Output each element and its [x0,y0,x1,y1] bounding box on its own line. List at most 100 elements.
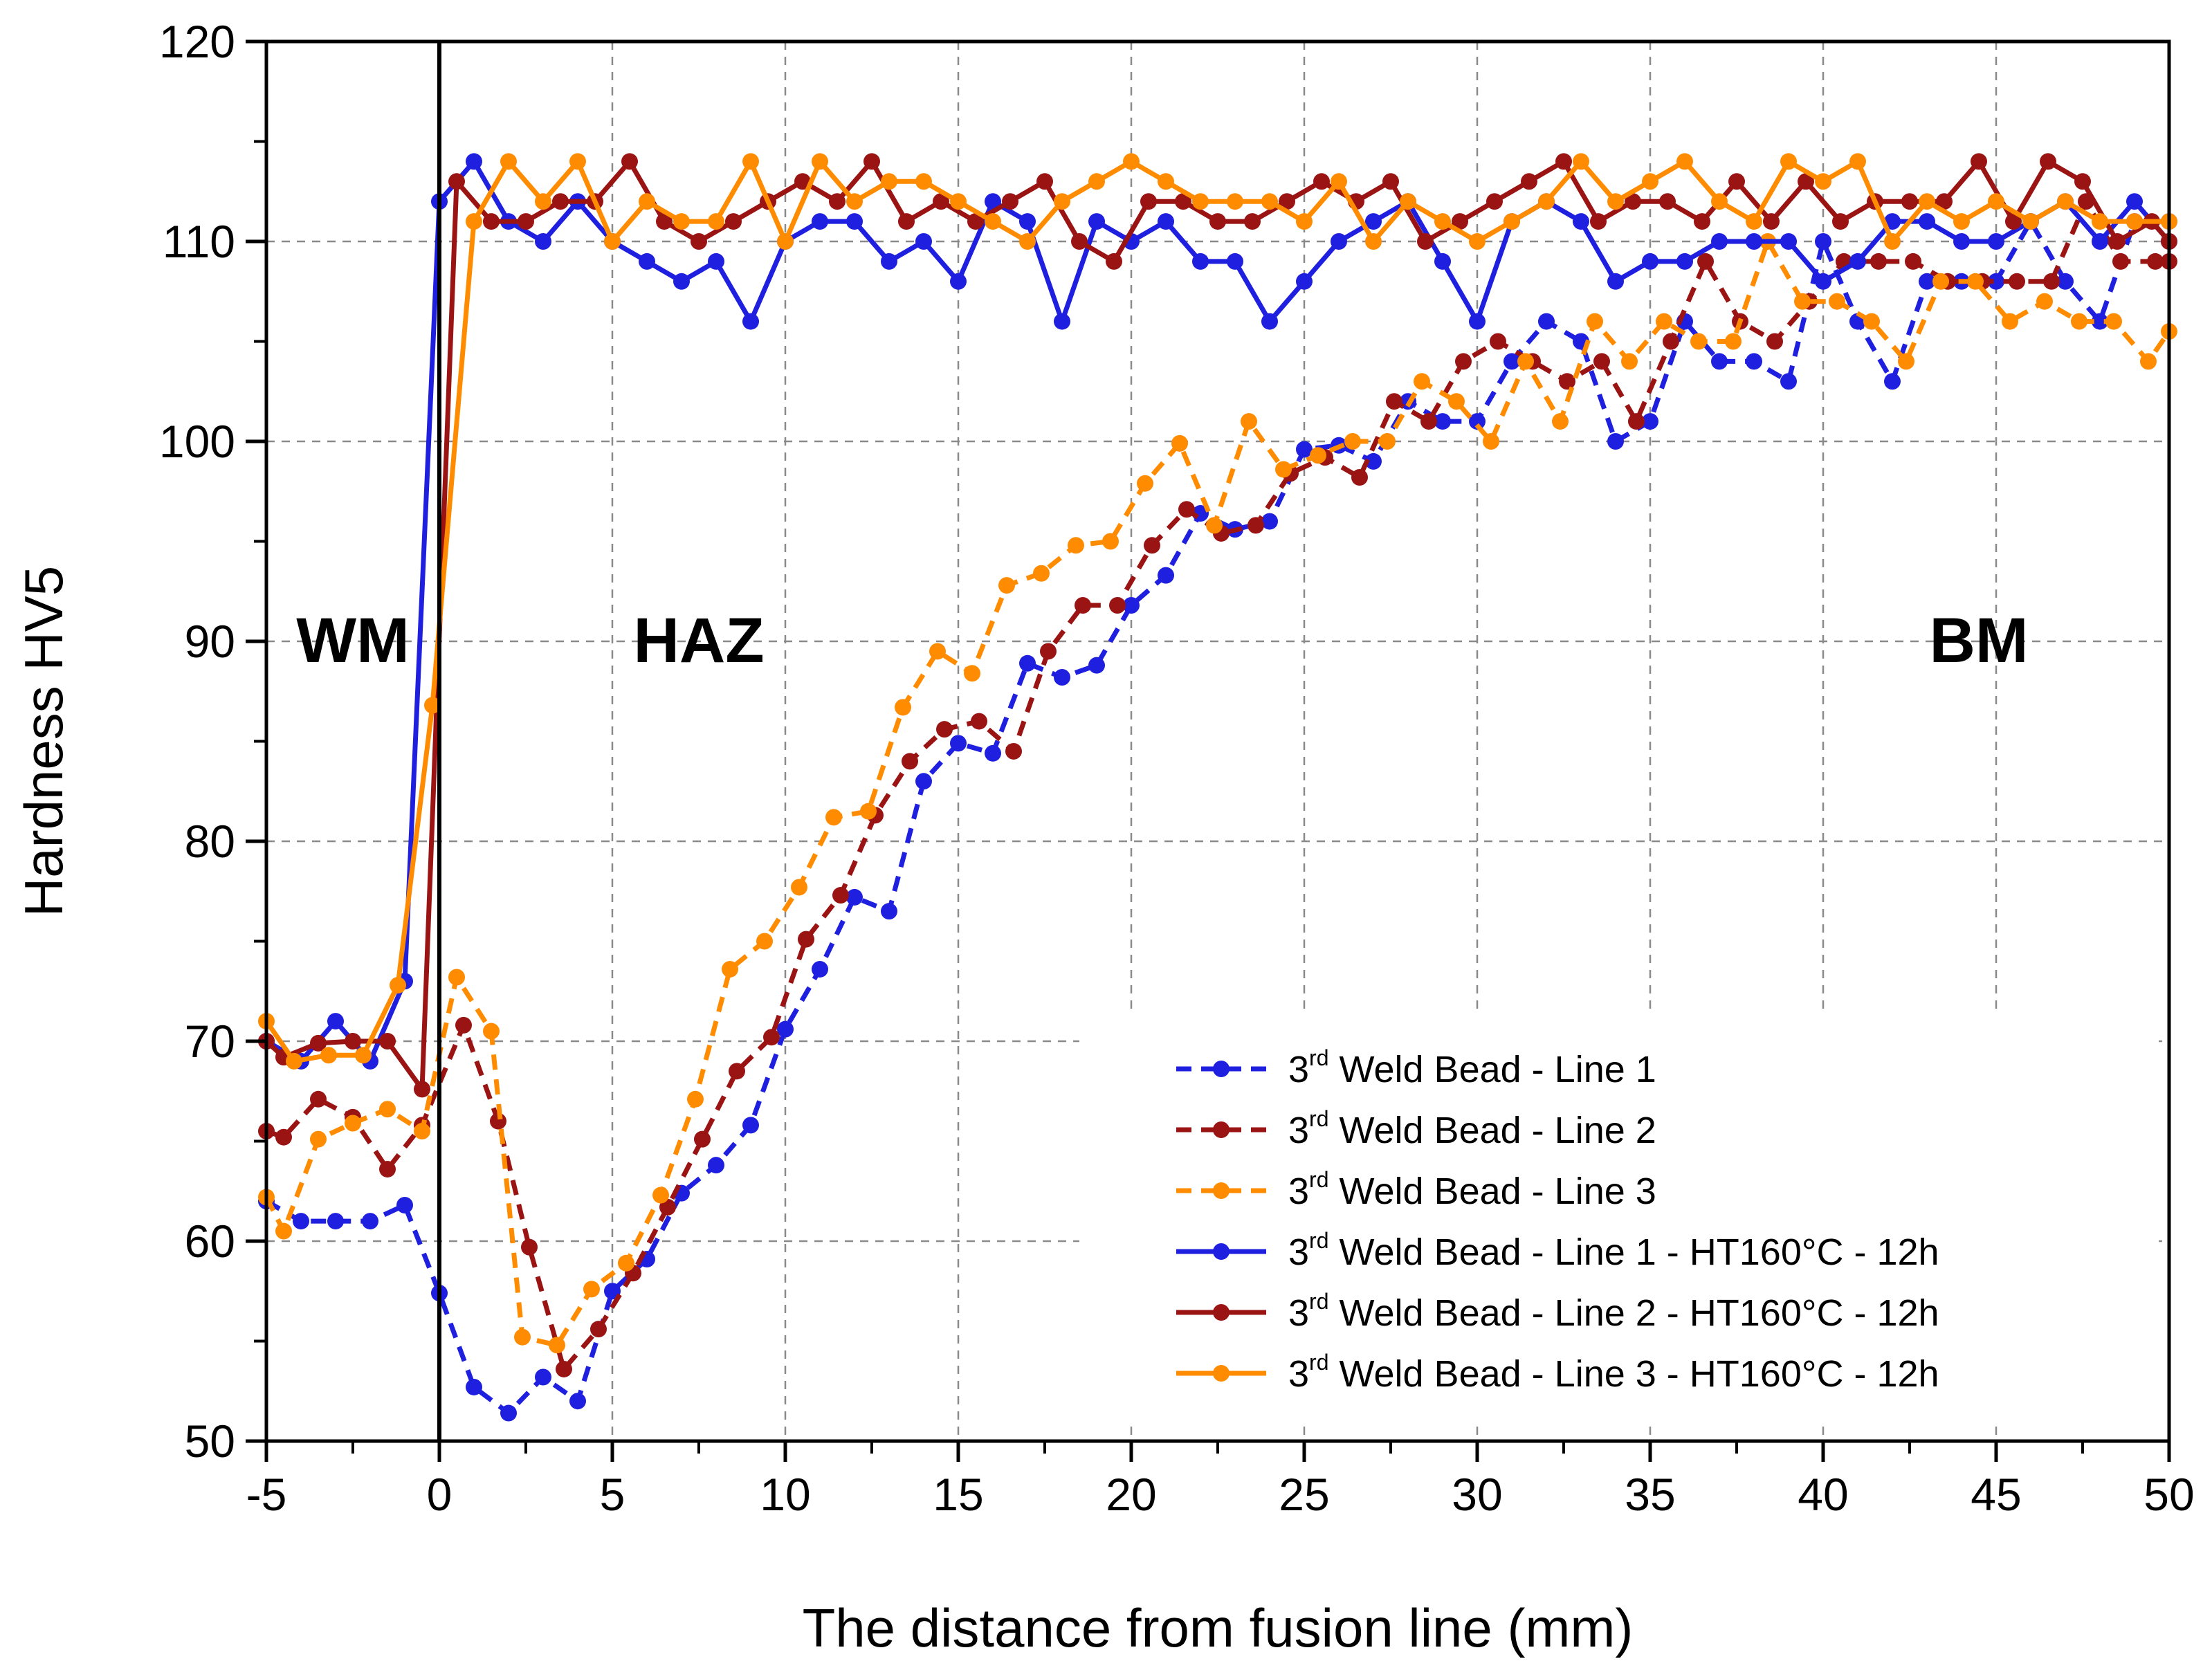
data-point [825,809,842,826]
data-point [1988,273,2004,290]
data-point [1590,213,1607,230]
x-tick-label: 15 [933,1469,983,1520]
data-point [1849,253,1866,270]
data-point [1002,193,1018,210]
series-5 [258,153,2177,1098]
data-point [846,193,863,210]
data-point [652,1186,669,1204]
data-point [832,887,849,904]
data-point [2112,253,2129,270]
data-point [1628,413,1645,430]
data-point [639,253,655,270]
series-line [265,199,2169,1372]
data-point [1555,153,1572,170]
legend-marker [1213,1121,1230,1138]
data-point [1400,193,1416,210]
legend-box [1079,1010,2159,1425]
data-point [2092,213,2108,230]
legend-item-3: 3rd Weld Bead - Line 3 [1176,1167,1656,1212]
legend-item-1: 3rd Weld Bead - Line 1 [1176,1045,1656,1090]
data-point [895,699,911,716]
plot-series [258,153,2177,1422]
zone-label-bm: BM [1929,605,2028,676]
x-tick-label: 30 [1452,1469,1502,1520]
data-point [694,1130,711,1148]
data-point [1005,742,1022,760]
data-point [1884,213,1901,230]
legend-item-5: 3rd Weld Bead - Line 2 - HT160°C - 12h [1176,1289,1939,1334]
data-point [794,173,811,190]
data-point [933,193,949,210]
data-point [742,1117,759,1134]
data-point [1469,413,1486,430]
data-point [1386,393,1402,410]
data-point [1863,313,1880,330]
data-point [708,213,724,230]
x-axis-title: The distance from fusion line (mm) [803,1597,1634,1658]
data-point [659,1198,676,1216]
data-point [1798,173,1814,190]
data-point [1123,596,1140,614]
data-point [379,1033,396,1050]
data-point [1019,213,1036,230]
data-point [1088,173,1105,190]
data-point [1676,153,1693,170]
data-point [1621,353,1638,370]
data-point [1344,433,1361,450]
series-6 [258,153,2177,1070]
data-point [1244,213,1261,230]
data-point [535,233,551,250]
data-point [1414,373,1430,390]
data-point [310,1130,327,1148]
data-point [275,1128,292,1146]
data-point [1642,173,1658,190]
y-tick-label: 60 [185,1216,235,1267]
data-point [414,1081,430,1098]
data-point [618,1254,634,1272]
data-point [1659,193,1676,210]
data-point [1642,253,1658,270]
data-point [535,193,551,210]
data-point [1829,293,1845,310]
data-point [1296,273,1313,290]
data-point [1663,333,1679,350]
data-point [1486,193,1503,210]
data-point [466,153,482,170]
data-point [1919,193,1935,210]
data-point [2147,253,2164,270]
data-point [1697,253,1714,270]
data-point [1068,537,1084,554]
data-point [448,969,465,986]
data-point [708,253,724,270]
data-point [1261,313,1278,330]
data-point [1642,413,1658,430]
data-point [1088,657,1105,674]
data-point [1036,173,1053,190]
data-point [1206,517,1223,534]
y-tick-label: 50 [185,1415,235,1467]
data-point [1109,596,1126,614]
data-point [950,193,967,210]
data-point [1365,233,1382,250]
data-point [1158,173,1174,190]
data-point [1870,253,1887,270]
axis-ticks: -5 0 5 10 15 20 25 30 35 40 45 50 50 60 70 80 90 100 110 12… [159,16,2195,1520]
data-point [1137,475,1153,492]
data-point [691,233,707,250]
legend-label: 3rd Weld Bead - Line 1 - HT160°C - 12h [1288,1228,1939,1273]
x-tick-label: 5 [600,1469,625,1520]
data-point [2109,233,2126,250]
data-point [1075,596,1091,614]
y-tick-label: 100 [159,416,235,467]
data-point [500,153,517,170]
x-tick-label: 45 [1971,1469,2021,1520]
data-point [1483,433,1499,450]
data-point [846,213,863,230]
data-point [1469,233,1486,250]
data-point [379,1101,396,1118]
data-point [725,213,742,230]
data-point [590,1321,607,1338]
data-point [2071,313,2087,330]
data-point [846,888,863,906]
data-point [1521,173,1537,190]
